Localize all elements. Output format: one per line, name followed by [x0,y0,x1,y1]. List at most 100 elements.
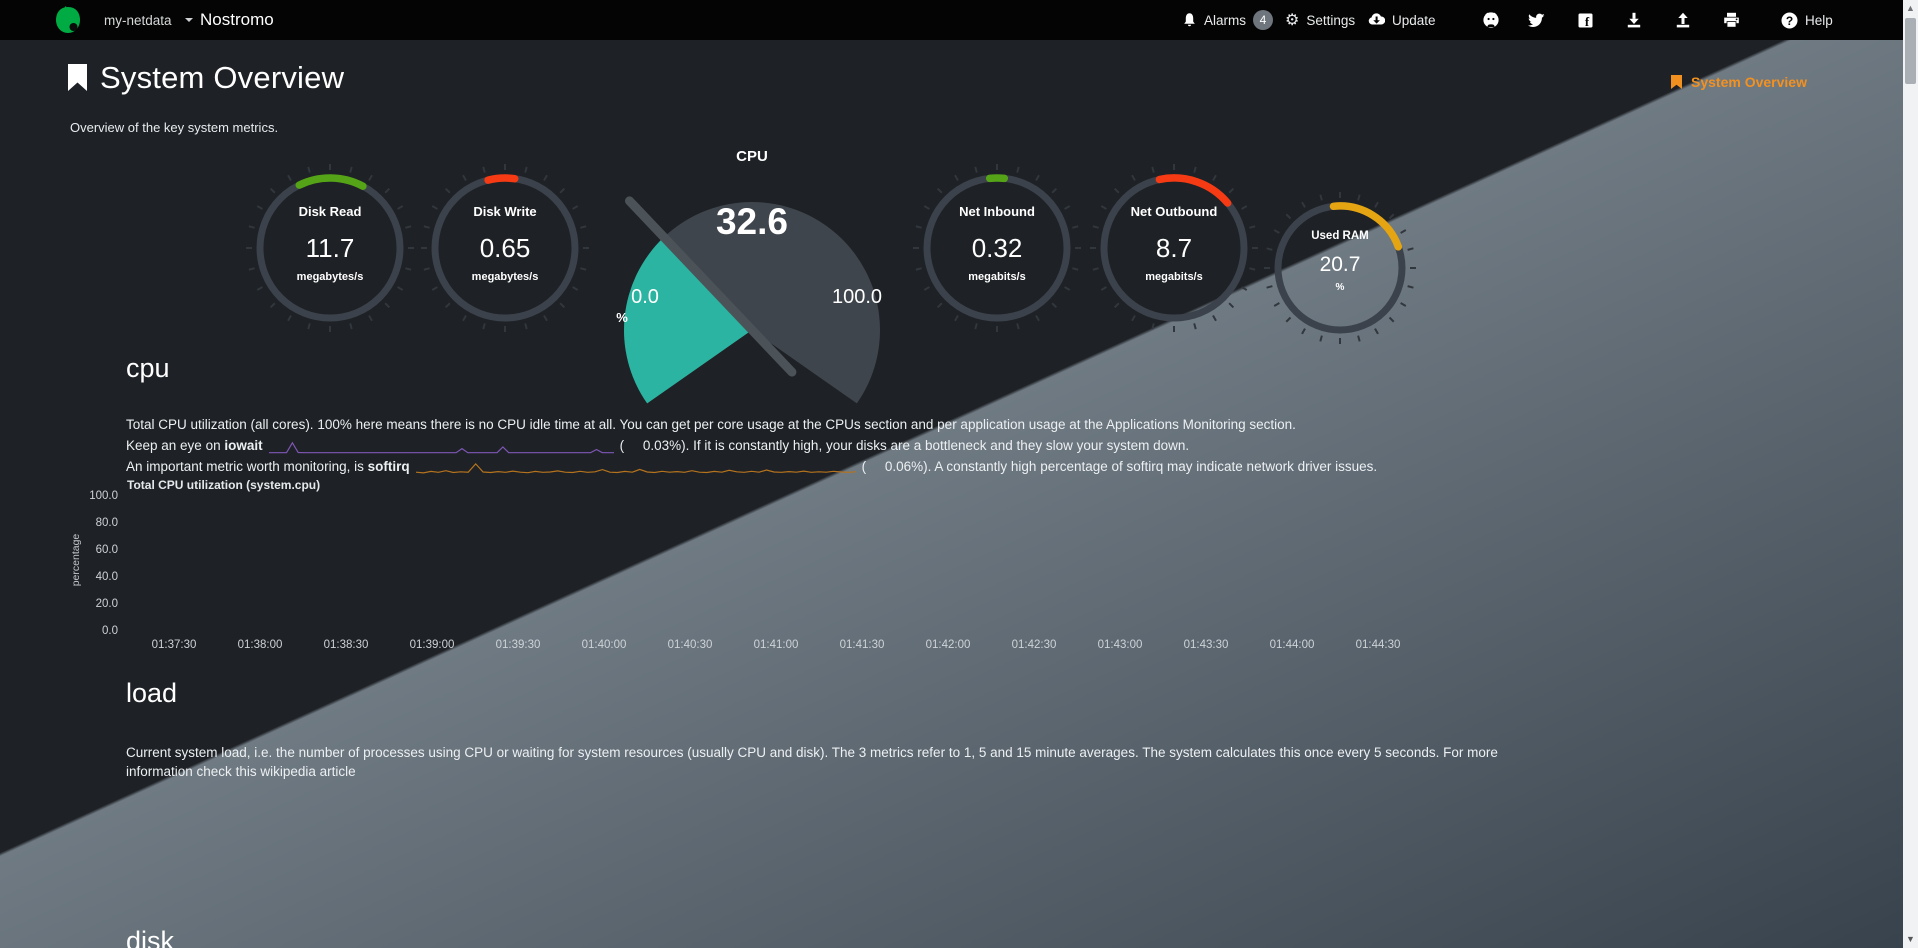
cpu-xtick: 01:39:00 [409,639,455,651]
disk-read-gauge-title: Disk Read [298,203,362,219]
cpu-ytick: 60.0 [95,544,118,556]
facebook-button[interactable]: f [1578,0,1593,40]
page-title: System Overview [100,60,345,95]
netdata-logo[interactable] [54,6,82,34]
twitter-button[interactable] [1528,0,1545,40]
disk-write-gauge-title: Disk Write [473,203,537,219]
cpu-gauge-min: 0.0 [631,286,659,308]
cpu-description-line3: An important metric worth monitoring, is… [126,459,1378,474]
bell-icon [1184,13,1195,27]
settings-button[interactable]: ⚙ Settings [1285,0,1355,40]
cpu-gauge-value: 32.6 [715,201,788,242]
cpu-xtick: 01:40:00 [581,639,627,651]
navbar: my-netdata Nostromo Alarms 4 ⚙ Settings … [0,0,1918,40]
help-label: Help [1805,12,1833,28]
gear-icon: ⚙ [1285,12,1300,29]
cpu-xtick: 01:44:30 [1355,639,1401,651]
update-label: Update [1392,12,1436,28]
cpu-chart-ylabel: percentage [70,533,82,587]
download-button[interactable] [1626,0,1642,40]
net-outbound-gauge[interactable]: Net Outbound 8.7 megabits/s [1082,156,1266,340]
cpu-xtick: 01:37:30 [151,639,197,651]
cpu-section-heading: cpu [126,353,170,383]
facebook-icon: f [1578,13,1593,28]
node-selector-label: my-netdata [104,12,172,28]
help-button[interactable]: ? Help [1781,0,1833,40]
used-ram-gauge-title: Used RAM [1311,229,1369,242]
upload-button[interactable] [1675,0,1691,40]
load-description-line2: information check this wikipedia article [126,764,356,779]
page-header: System Overview [67,60,344,96]
svg-text:?: ? [1786,14,1793,28]
cpu-gauge-unit: % [616,310,628,325]
disk-write-gauge-value: 0.65 [479,233,531,264]
disk-write-gauge-unit: megabytes/s [471,270,539,283]
load-description-line1: Current system load, i.e. the number of … [126,745,1498,760]
upload-icon [1676,12,1690,28]
help-icon: ? [1781,12,1798,28]
cpu-chart-title: Total CPU utilization (system.cpu) [127,478,321,492]
alarms-badge: 4 [1253,10,1274,30]
scrollbar-track[interactable]: ▲ ▼ [1903,0,1918,948]
softirq-sparkline [415,462,856,474]
used-ram-gauge-unit: % [1335,281,1345,293]
cpu-ytick: 80.0 [95,517,118,529]
cpu-description-line1: Total CPU utilization (all cores). 100% … [126,417,1296,432]
iowait-sparkline [268,441,614,454]
cpu-ytick: 100.0 [89,490,118,502]
settings-label: Settings [1306,12,1356,28]
net-inbound-gauge[interactable]: Net Inbound 0.32 megabits/s [905,156,1089,340]
cpu-xtick: 01:43:30 [1183,639,1229,651]
alarms-button[interactable]: Alarms 4 [1182,0,1274,40]
cpu-xtick: 01:38:30 [323,639,369,651]
cpu-ytick: 40.0 [95,571,118,583]
scrollbar-up-icon[interactable]: ▲ [1906,3,1915,13]
sidebar-section-system-overview[interactable]: System Overview [1671,74,1807,90]
cpu-gauge[interactable] [617,180,887,422]
github-button[interactable] [1482,0,1500,40]
caret-down-icon [184,18,193,22]
cpu-xtick: 01:42:00 [925,639,971,651]
net-outbound-gauge-title: Net Outbound [1130,203,1218,219]
load-section-heading: load [126,678,178,708]
node-selector[interactable]: my-netdata [104,0,193,40]
net-outbound-gauge-unit: megabits/s [1145,270,1203,283]
disk-read-gauge[interactable]: Disk Read 11.7 megabytes/s [238,156,422,340]
bookmark-icon [68,64,87,91]
cpu-xtick: 01:42:30 [1011,639,1057,651]
alarms-label: Alarms [1204,12,1247,28]
cpu-description-line2: Keep an eye on iowait( 0.03%). If it is … [126,438,1190,454]
cpu-xtick: 01:41:30 [839,639,885,651]
update-button[interactable]: Update [1368,0,1436,40]
net-inbound-gauge-unit: megabits/s [968,270,1026,283]
used-ram-gauge[interactable]: Used RAM 20.7% [1256,184,1424,352]
cpu-xtick: 01:40:30 [667,639,713,651]
wikipedia-link[interactable]: this wikipedia article [235,764,356,779]
print-icon [1724,12,1739,28]
print-button[interactable] [1723,0,1740,40]
cpu-xtick: 01:39:30 [495,639,541,651]
update-icon [1368,13,1385,25]
bookmark-icon [1671,75,1682,89]
disk-write-gauge[interactable]: Disk Write 0.65 megabytes/s [413,156,597,340]
cpu-gauge-max: 100.0 [831,286,883,308]
net-inbound-gauge-value: 0.32 [971,233,1023,264]
cpu-xtick: 01:41:00 [753,639,799,651]
used-ram-gauge-value: 20.7 [1319,253,1361,277]
svg-text:f: f [1585,14,1590,28]
twitter-icon [1528,13,1545,27]
disk-read-gauge-unit: megabytes/s [296,270,364,283]
cpu-ytick: 20.0 [95,598,118,610]
scrollbar-thumb[interactable] [1905,18,1916,84]
net-outbound-gauge-value: 8.7 [1155,233,1193,264]
scrollbar-down-icon[interactable]: ▼ [1906,934,1915,944]
cpu-xtick: 01:38:00 [237,639,283,651]
disk-read-gauge-value: 11.7 [305,233,355,264]
net-inbound-gauge-title: Net Inbound [959,203,1035,219]
page-subtitle: Overview of the key system metrics. [70,120,279,135]
disk-section-heading: disk [126,926,175,948]
cpu-gauge-title: CPU [736,148,768,165]
hostname: Nostromo [200,10,274,29]
cpu-xtick: 01:43:00 [1097,639,1143,651]
